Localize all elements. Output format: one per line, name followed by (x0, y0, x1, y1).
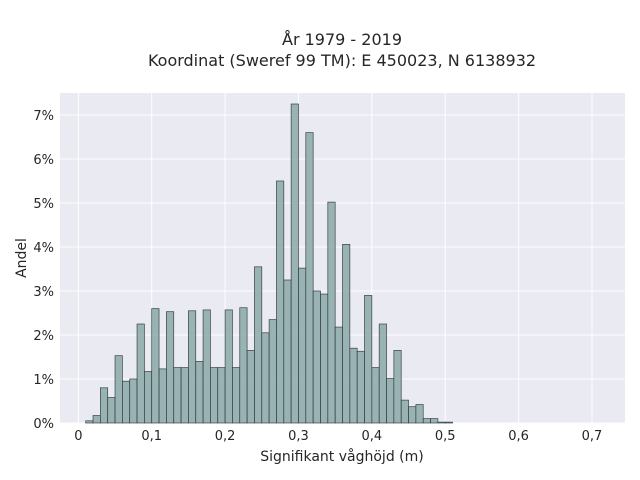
x-tick-label: 0,2 (215, 429, 236, 444)
x-tick-labels: 0 0,1 0,2 0,3 0,4 0,5 0,6 0,7 (74, 429, 602, 444)
histogram-bar (100, 387, 109, 424)
histogram-bar (444, 421, 453, 424)
histogram-bar (386, 378, 395, 424)
x-tick-label: 0,4 (362, 429, 383, 444)
histogram-bar (356, 350, 365, 424)
y-tick-label: 0% (33, 417, 54, 432)
histogram-bar (312, 290, 321, 424)
histogram-bar (217, 367, 226, 424)
histogram-bar (430, 418, 439, 424)
histogram-bar (261, 332, 270, 424)
chart-title-line-2: Koordinat (Sweref 99 TM): E 450023, N 61… (148, 51, 536, 70)
histogram-bar (107, 397, 116, 424)
x-tick-label: 0,1 (141, 429, 162, 444)
x-axis-label: Signifikant våghöjd (m) (260, 448, 423, 465)
histogram-bar (210, 367, 219, 424)
histogram-bar (305, 132, 314, 424)
histogram-bar (254, 266, 263, 424)
y-tick-label: 2% (33, 329, 54, 344)
histogram-bar (393, 350, 402, 424)
histogram-bar (290, 103, 299, 424)
histogram-bar (129, 378, 138, 424)
histogram-bar (166, 311, 175, 424)
bars (85, 103, 453, 424)
y-tick-label: 3% (33, 285, 54, 300)
histogram-bar (378, 323, 387, 424)
x-tick-label: 0,3 (288, 429, 309, 444)
histogram-bar (342, 244, 351, 424)
y-tick-label: 1% (33, 373, 54, 388)
histogram-bar (415, 404, 424, 424)
y-tick-label: 4% (33, 241, 54, 256)
histogram-bar (276, 180, 285, 424)
histogram-bar (400, 399, 409, 424)
histogram-bar (437, 421, 446, 424)
histogram-bar (188, 310, 197, 424)
histogram-bar (122, 380, 131, 424)
histogram-bar (158, 368, 167, 424)
histogram-bar (85, 420, 94, 424)
histogram-bar (232, 367, 241, 424)
histogram-bar (349, 347, 358, 424)
histogram-bar (173, 367, 182, 424)
histogram-bar (320, 293, 329, 424)
x-tick-label: 0,7 (582, 429, 603, 444)
histogram-bar (202, 309, 211, 424)
histogram-bar (144, 371, 153, 424)
histogram-bar (224, 309, 233, 424)
histogram-bar (408, 406, 417, 424)
y-axis-label: Andel (14, 238, 30, 278)
y-tick-label: 5% (33, 197, 54, 212)
histogram-bar (92, 415, 101, 424)
histogram-bar (268, 319, 277, 424)
x-tick-label: 0 (74, 429, 82, 444)
histogram-bar (114, 355, 123, 424)
histogram-bar (334, 326, 343, 424)
y-tick-label: 7% (33, 109, 54, 124)
histogram-bar (151, 308, 160, 424)
histogram-bar (371, 367, 380, 424)
y-tick-labels: 0% 1% 2% 3% 4% 5% 6% 7% (33, 109, 54, 432)
histogram-bar (422, 418, 431, 424)
histogram-bar (327, 201, 336, 424)
histogram-bar (239, 307, 248, 424)
histogram-bar (195, 361, 204, 424)
histogram-bar (283, 279, 292, 424)
y-tick-label: 6% (33, 153, 54, 168)
x-tick-label: 0,5 (435, 429, 456, 444)
histogram-bar (180, 367, 189, 424)
histogram-bar (136, 323, 145, 424)
histogram-bar (364, 295, 373, 424)
x-tick-label: 0,6 (508, 429, 529, 444)
histogram-bar (246, 350, 255, 424)
histogram-bar (298, 267, 307, 424)
chart-title-line-1: År 1979 - 2019 (282, 30, 402, 49)
